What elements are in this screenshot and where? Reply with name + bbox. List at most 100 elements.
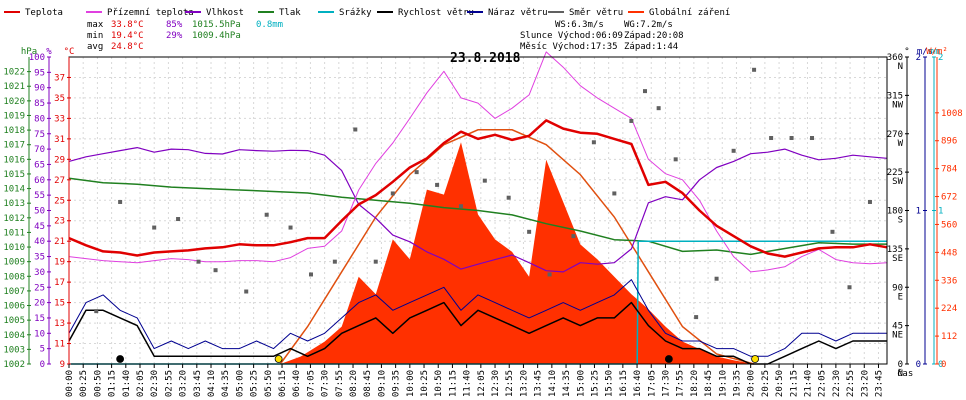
degrees-axis-tick-label: 225 [887, 168, 903, 178]
wind-dir-point [332, 259, 337, 264]
degrees-axis-tick-compass: E [898, 292, 903, 302]
percent-axis-tick-label: 90 [34, 84, 45, 94]
stats-max-press: 1015.5hPa [192, 20, 241, 30]
x-axis: 00:00 00:25 00:50 01:15 01:40 02:05 02:30 02:55… [65, 364, 884, 397]
percent-axis-tick-label: 70 [34, 145, 45, 155]
celsius-axis-tick-label: 25 [54, 196, 65, 206]
hpa-axis-tick-label: 1008 [3, 272, 25, 282]
hpa-axis-title: hPa [21, 47, 37, 57]
x-tick-label: 14:10 [548, 370, 558, 397]
x-tick-label: 07:55 [335, 370, 345, 397]
x-tick-label: 07:30 [321, 370, 331, 397]
wind-dir-point [390, 191, 395, 196]
hpa-axis-tick-label: 1011 [3, 228, 25, 238]
mm-axis-title: mm [929, 47, 940, 57]
hpa-axis-tick-label: 1002 [3, 360, 25, 370]
stats-sun-set: Západ:20:08 [624, 31, 684, 41]
degrees-axis-tick-compass: N [898, 62, 903, 72]
percent-axis-tick-label: 80 [34, 114, 45, 124]
wm2-axis-tick-label: 672 [941, 193, 957, 203]
wind-dir-point [769, 136, 774, 141]
x-tick-label: 10:00 [406, 370, 416, 397]
wind-dir-point [196, 259, 201, 264]
wind-dir-point [213, 268, 218, 273]
x-axis-label: čas [897, 368, 913, 379]
axes: 1002100310041005100610071008100910101011… [3, 47, 962, 379]
degrees-axis-tick-compass: S [898, 216, 903, 226]
degrees-axis-tick-label: 45 [892, 322, 903, 332]
mm-axis-tick-label: 1 [938, 207, 943, 217]
celsius-axis-tick-label: 23 [54, 217, 65, 227]
wm2-axis-title: W/m² [926, 47, 948, 57]
x-tick-label: 18:45 [704, 370, 714, 397]
celsius-axis-tick-label: 13 [54, 319, 65, 329]
wind-dir-point [414, 170, 419, 175]
x-tick-label: 17:05 [647, 370, 657, 397]
x-tick-label: 09:35 [392, 370, 402, 397]
stats-rain-total: 0.8mm [256, 20, 283, 30]
radiation-clearsky-line [279, 129, 755, 365]
x-tick-label: 20:00 [747, 370, 757, 397]
celsius-axis-tick-label: 17 [54, 278, 65, 288]
wind-dir-point [118, 199, 123, 204]
stats-wg: WG:7.2m/s [624, 20, 673, 30]
wm2-axis-tick-label: 112 [941, 332, 957, 342]
celsius-axis-title: °C [64, 47, 75, 57]
x-tick-label: 17:55 [676, 370, 686, 397]
wind-dir-point [152, 225, 157, 230]
legend-item: Vlhkost [206, 8, 244, 18]
percent-axis-tick-label: 100 [29, 53, 45, 63]
sun-moon-markers [116, 355, 759, 363]
x-tick-label: 03:45 [193, 370, 203, 397]
percent-axis-tick-label: 45 [34, 222, 45, 232]
percent-axis-tick-label: 35 [34, 253, 45, 263]
hpa-axis-tick-label: 1020 [3, 97, 25, 107]
humidity-line [68, 147, 888, 273]
x-tick-label: 14:35 [562, 370, 572, 397]
degrees-axis-tick-label: 0 [898, 360, 903, 370]
sunrise-marker [274, 355, 283, 363]
degrees-axis-tick-label: 270 [887, 130, 903, 140]
wm2-axis-tick-label: 784 [941, 165, 957, 175]
x-tick-label: 15:50 [605, 370, 615, 397]
hpa-axis-tick-label: 1019 [3, 111, 25, 121]
percent-axis-title: % [46, 47, 52, 57]
celsius-axis-tick-label: 19 [54, 258, 65, 268]
pressure-line [68, 177, 887, 256]
ms-axis-tick-label: 1 [916, 207, 921, 217]
wind-dir-point [656, 106, 661, 111]
ms-axis-tick-label: 2 [916, 53, 921, 63]
x-tick-label: 19:35 [732, 370, 742, 397]
wind-dir-point [506, 195, 511, 200]
legend-item: Směr větru [569, 8, 623, 18]
wm2-axis-tick-label: 448 [941, 248, 957, 258]
stats-max-hum: 85% [166, 20, 183, 30]
hpa-axis-tick-label: 1005 [3, 316, 25, 326]
percent-axis-tick-label: 20 [34, 299, 45, 309]
x-tick-label: 02:55 [164, 370, 174, 397]
wind-dir-point [353, 127, 358, 132]
wind-dir-point [458, 204, 463, 209]
x-tick-label: 15:25 [590, 370, 600, 397]
percent-axis-tick-label: 60 [34, 176, 45, 186]
degrees-axis-tick-compass: W [898, 139, 904, 149]
x-tick-label: 23:20 [860, 370, 870, 397]
degrees-axis-tick-compass: NE [892, 331, 903, 341]
x-tick-label: 00:50 [93, 370, 103, 397]
wind-dir-point [547, 272, 552, 277]
stats-sun: Slunce Východ:06:09 [520, 31, 623, 41]
wm2-axis-tick-label: 560 [941, 220, 957, 230]
percent-axis-tick-label: 55 [34, 191, 45, 201]
x-tick-label: 15:00 [576, 370, 586, 397]
wind-dir-point [571, 234, 576, 239]
x-tick-label: 07:05 [306, 370, 316, 397]
sunset-marker [751, 355, 759, 363]
hpa-axis-tick-label: 1016 [3, 155, 25, 165]
wm2-axis-tick-label: 224 [941, 304, 957, 314]
x-tick-label: 06:40 [292, 370, 302, 397]
x-tick-label: 01:15 [108, 370, 118, 397]
celsius-axis-tick-label: 33 [54, 114, 65, 124]
stats-min-label: min [87, 31, 103, 41]
wind-dir-point [830, 229, 835, 234]
